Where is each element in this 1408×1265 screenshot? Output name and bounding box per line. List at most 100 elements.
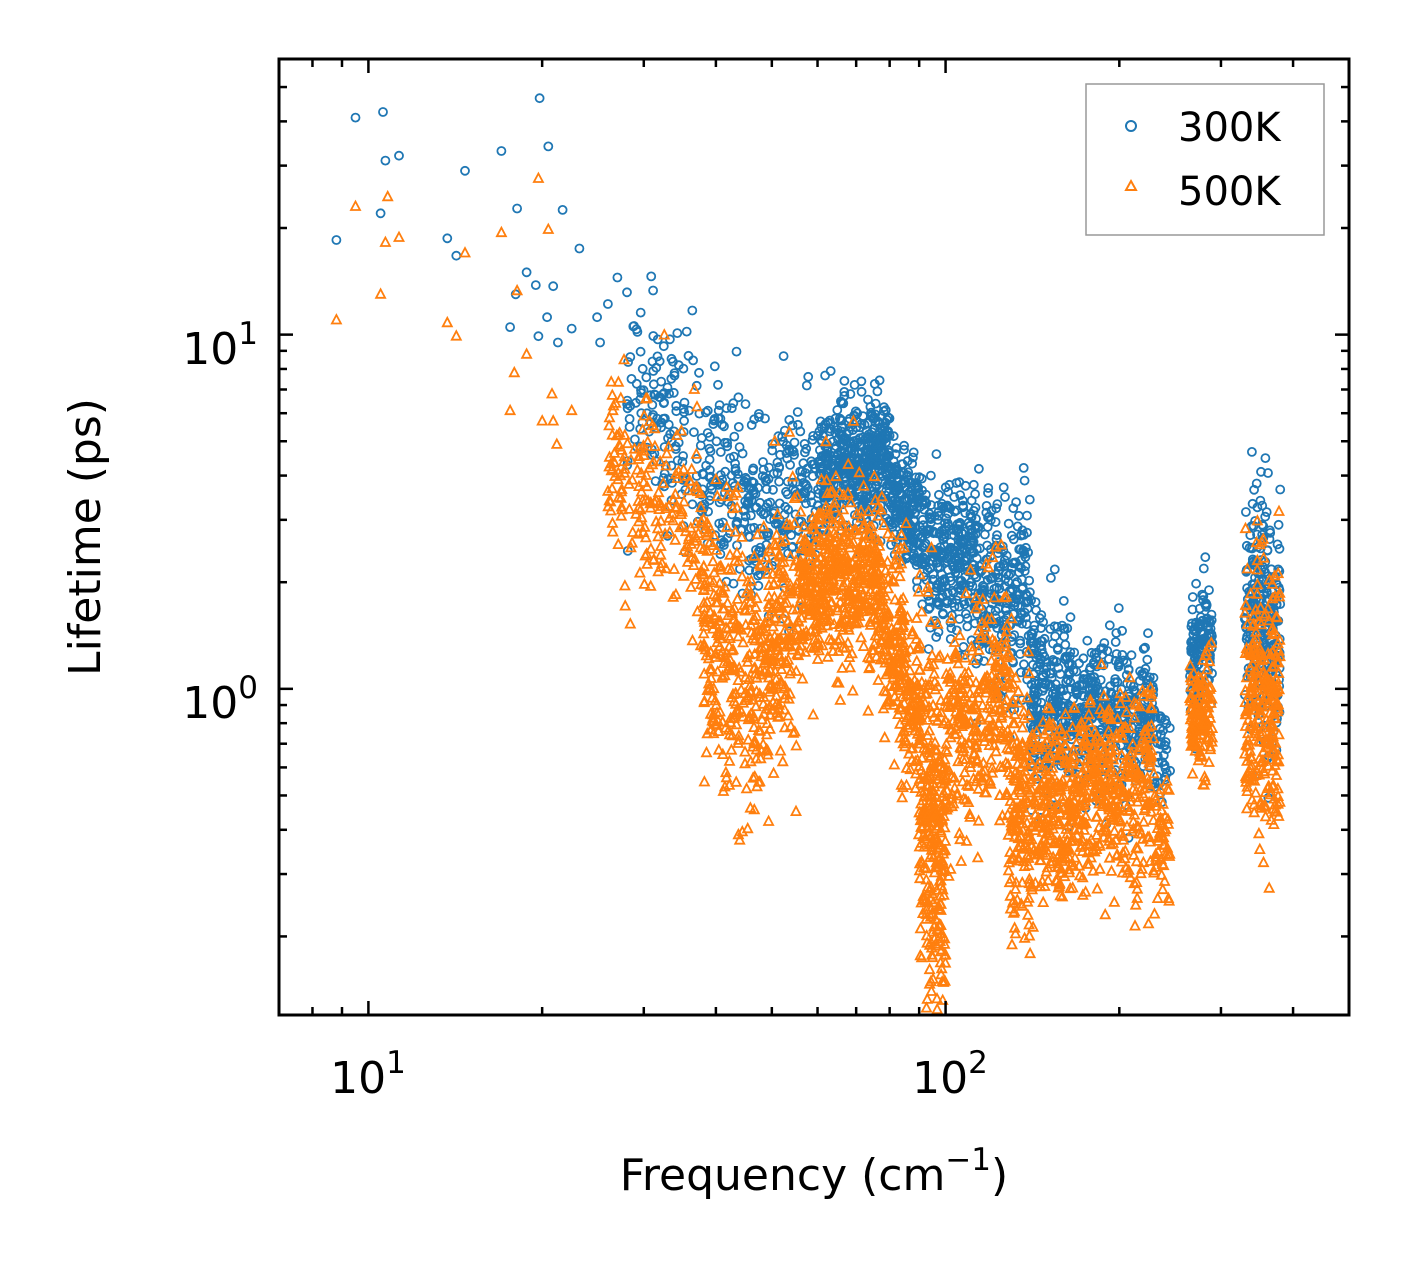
- data-point: [1111, 628, 1122, 638]
- data-point: [1059, 631, 1069, 642]
- data-point: [505, 322, 516, 333]
- data-point: [1014, 510, 1024, 521]
- data-point: [884, 447, 894, 458]
- data-point: [888, 467, 899, 478]
- data-point: [942, 518, 953, 529]
- data-point: [961, 609, 971, 619]
- data-point: [700, 745, 713, 758]
- data-point: [553, 337, 563, 348]
- data-point: [622, 395, 633, 406]
- data-point: [1024, 946, 1037, 959]
- data-point: [897, 478, 908, 489]
- data-point: [1241, 507, 1251, 517]
- data-point: [574, 243, 585, 254]
- data-point: [1155, 739, 1166, 750]
- data-point: [836, 414, 846, 425]
- data-point: [737, 635, 750, 648]
- data-point: [1126, 650, 1137, 661]
- data-point: [862, 704, 875, 716]
- data-point: [705, 446, 716, 457]
- data-point: [980, 529, 990, 540]
- data-point: [757, 737, 770, 749]
- data-point: [1016, 667, 1026, 678]
- data-point: [785, 459, 795, 470]
- data-point: [1011, 497, 1021, 508]
- data-point: [937, 590, 948, 601]
- data-point: [1068, 665, 1079, 676]
- data-point: [939, 834, 952, 846]
- data-point: [832, 405, 843, 415]
- data-point: [542, 312, 552, 323]
- data-point: [687, 305, 698, 316]
- data-point: [974, 463, 984, 474]
- data-point: [780, 501, 791, 512]
- data-point: [955, 490, 966, 501]
- data-point: [1131, 731, 1141, 742]
- data-point: [1072, 688, 1082, 698]
- data-point: [618, 579, 631, 591]
- data-point: [1067, 659, 1077, 670]
- data-point: [1000, 492, 1010, 502]
- data-point: [728, 398, 739, 409]
- data-point: [737, 448, 748, 459]
- data-point: [931, 632, 942, 642]
- data-point: [770, 518, 781, 529]
- data-point: [641, 372, 652, 383]
- data-point: [1055, 669, 1066, 679]
- data-point: [890, 518, 901, 529]
- data-point: [742, 477, 752, 488]
- data-point: [794, 505, 807, 517]
- data-point: [784, 414, 795, 425]
- data-point: [774, 461, 785, 472]
- data-point: [855, 630, 868, 643]
- data-point: [844, 660, 857, 673]
- data-point: [972, 544, 982, 554]
- data-point: [686, 633, 699, 646]
- data-point: [706, 484, 717, 495]
- data-point: [958, 502, 969, 513]
- data-point: [702, 428, 713, 438]
- data-point: [849, 436, 859, 446]
- data-point: [1023, 918, 1036, 930]
- data-point: [1028, 669, 1039, 680]
- data-point: [751, 502, 762, 513]
- data-point: [852, 408, 863, 419]
- data-point: [1006, 937, 1018, 950]
- data-point: [1062, 623, 1073, 634]
- data-point: [822, 460, 833, 471]
- data-point: [983, 512, 993, 523]
- data-point: [913, 489, 924, 500]
- data-point: [606, 388, 619, 400]
- data-point: [1104, 620, 1115, 631]
- data-point: [1026, 595, 1036, 606]
- data-point: [1198, 563, 1209, 574]
- data-point: [1038, 617, 1048, 627]
- data-point: [943, 565, 954, 575]
- data-point: [662, 382, 673, 393]
- data-point: [702, 405, 713, 416]
- data-point: [394, 150, 404, 161]
- data-point: [1012, 521, 1023, 532]
- data-point: [907, 458, 917, 469]
- data-point: [658, 341, 669, 352]
- data-point: [774, 476, 784, 487]
- data-point: [658, 328, 671, 340]
- data-point: [754, 408, 764, 419]
- data-point: [1113, 603, 1124, 613]
- data-point: [890, 449, 901, 460]
- data-point: [606, 525, 619, 537]
- data-point: [767, 766, 780, 778]
- data-point: [1109, 677, 1120, 688]
- data-point: [991, 503, 1002, 514]
- data-point: [931, 1002, 944, 1014]
- data-point: [901, 552, 912, 563]
- data-point: [727, 509, 737, 520]
- data-point: [1117, 625, 1127, 636]
- data-point: [624, 617, 637, 629]
- data-point: [685, 462, 698, 474]
- data-point: [926, 470, 936, 481]
- data-point: [959, 599, 970, 610]
- data-point: [795, 426, 806, 437]
- data-point: [644, 579, 657, 591]
